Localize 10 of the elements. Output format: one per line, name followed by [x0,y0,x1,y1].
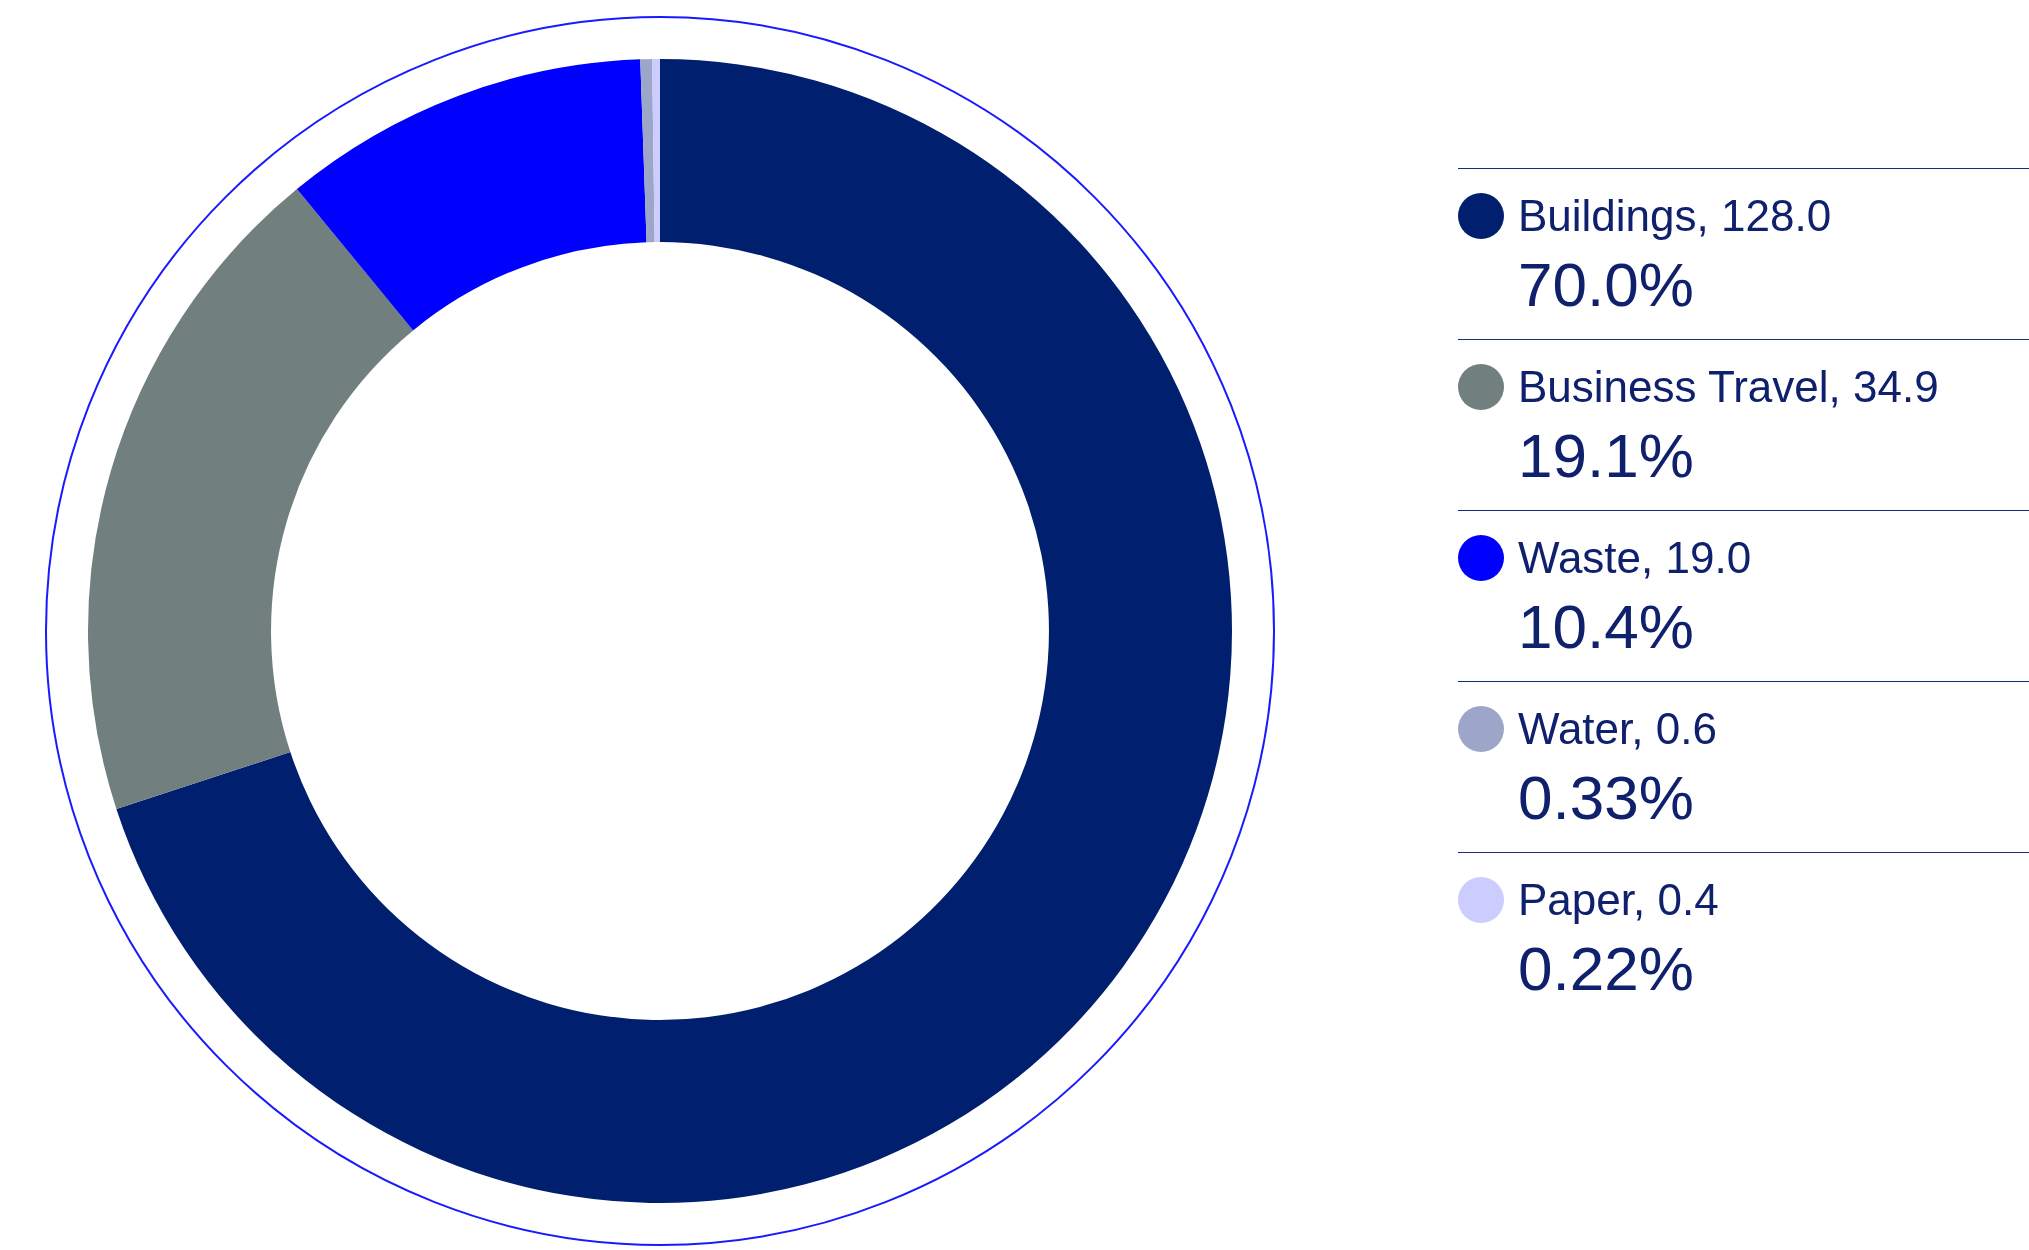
data-label: 0.22% [1518,933,1694,1004]
data-label: 0.33% [1518,762,1694,833]
legend-label: Paper, 0.4 [1518,875,1719,925]
data-label: 10.4% [1518,591,1694,662]
legend-label: Water, 0.6 [1518,704,1717,754]
data-label: 70.0% [1518,249,1694,320]
legend-label: Waste, 19.0 [1518,533,1752,583]
data-label: 19.1% [1518,420,1694,491]
legend-label: Business Travel, 34.9 [1518,362,1939,412]
legend-label: Buildings, 128.0 [1518,191,1832,241]
